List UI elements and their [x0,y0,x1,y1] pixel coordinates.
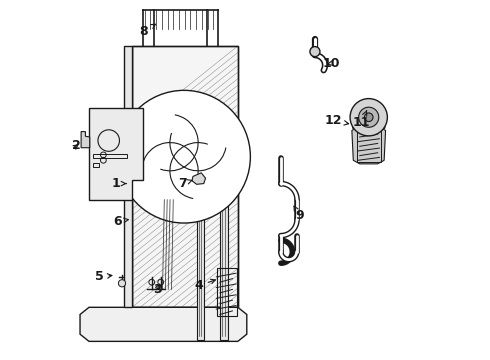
Circle shape [365,113,373,122]
Bar [93,154,126,158]
Text: 4: 4 [194,279,216,292]
Polygon shape [81,132,90,148]
Bar [196,202,204,339]
Polygon shape [352,128,386,164]
Bar [132,45,238,307]
Bar [220,202,228,339]
Circle shape [359,107,379,127]
Text: 6: 6 [113,215,128,228]
Bar [357,130,381,162]
Circle shape [119,280,125,287]
Bar [132,45,238,307]
Polygon shape [89,108,143,200]
Text: 12: 12 [324,114,348,127]
Circle shape [310,46,320,57]
Polygon shape [80,307,247,341]
Bar [93,163,99,167]
Text: 10: 10 [322,57,340,70]
Text: 3: 3 [153,283,161,296]
Bar [218,268,237,316]
Text: 5: 5 [95,270,112,283]
Text: 9: 9 [294,206,304,222]
Text: 1: 1 [112,177,126,190]
Bar [124,45,132,307]
Polygon shape [353,101,385,132]
Circle shape [118,90,250,223]
Circle shape [350,99,388,136]
Text: 11: 11 [353,111,370,129]
Text: 7: 7 [178,177,192,190]
Text: 2: 2 [72,139,81,152]
Text: 8: 8 [140,24,155,38]
Polygon shape [192,173,205,184]
